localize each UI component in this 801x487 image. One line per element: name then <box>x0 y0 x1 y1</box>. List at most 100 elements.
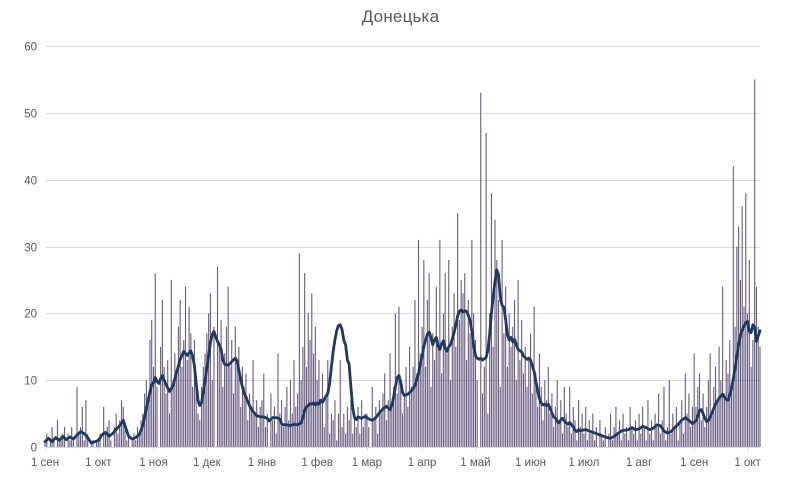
bar <box>197 413 199 447</box>
bar <box>617 433 619 447</box>
bar <box>126 440 128 447</box>
bar <box>444 273 446 447</box>
bar <box>181 366 183 447</box>
bar <box>124 426 126 447</box>
bar <box>508 313 510 447</box>
bar <box>562 433 564 447</box>
chart-title: Донецька <box>361 7 440 26</box>
bar <box>44 440 46 447</box>
bar <box>700 420 702 447</box>
bar <box>329 433 331 447</box>
bar <box>594 440 596 447</box>
bar <box>579 426 581 447</box>
bar <box>435 286 437 447</box>
bar <box>172 380 174 447</box>
bar <box>248 393 251 447</box>
bar <box>309 340 311 447</box>
x-tick-label: 1 янв <box>248 457 276 469</box>
bar <box>113 426 115 447</box>
bar <box>232 393 235 447</box>
bar <box>473 313 475 447</box>
bar <box>588 420 590 447</box>
bar <box>284 406 286 447</box>
bar <box>81 406 83 447</box>
bar <box>537 406 539 447</box>
bar <box>611 440 613 447</box>
bar <box>192 386 194 447</box>
bar <box>106 426 108 447</box>
bar <box>293 360 295 447</box>
bar <box>128 433 130 447</box>
bar <box>656 426 658 447</box>
bar <box>231 340 233 447</box>
y-tick-label: 30 <box>24 243 37 255</box>
x-tick-label: 1 сен <box>31 457 59 469</box>
bar <box>514 299 516 447</box>
bar <box>135 440 137 447</box>
bar <box>252 360 254 447</box>
bar <box>512 326 514 447</box>
bar <box>403 393 405 447</box>
bar <box>704 426 706 447</box>
bar <box>686 413 688 447</box>
bar <box>154 273 156 447</box>
bar <box>80 426 82 447</box>
bar <box>542 420 544 447</box>
y-tick-label: 20 <box>24 309 37 321</box>
bar <box>590 433 592 447</box>
bar <box>289 380 291 447</box>
bar <box>275 433 277 447</box>
bar <box>629 406 631 447</box>
bar <box>546 400 548 447</box>
bar <box>570 433 573 447</box>
bar <box>321 373 324 447</box>
bar <box>371 386 373 447</box>
bar <box>524 346 526 447</box>
bar <box>485 132 487 447</box>
bar <box>583 433 585 447</box>
bar <box>684 373 686 447</box>
bar <box>432 333 434 447</box>
bar <box>206 333 208 447</box>
bar <box>170 279 172 447</box>
bar <box>384 373 386 447</box>
bar <box>446 353 448 447</box>
bar <box>190 333 192 447</box>
bar <box>743 306 745 447</box>
bar <box>142 413 144 447</box>
bar <box>716 400 718 447</box>
bar <box>87 433 89 447</box>
bar <box>401 413 404 447</box>
bar <box>674 426 676 447</box>
bar <box>592 413 594 447</box>
bar <box>670 433 672 447</box>
bar <box>558 420 560 447</box>
bar <box>734 326 736 447</box>
bar <box>250 406 252 447</box>
bar <box>298 253 300 447</box>
bar <box>727 373 729 447</box>
bar <box>330 413 332 447</box>
bar <box>277 353 279 447</box>
bar <box>690 426 692 447</box>
bar <box>738 226 740 447</box>
bar <box>346 406 348 447</box>
bar <box>96 440 98 447</box>
bar <box>732 166 734 448</box>
y-tick-label: 60 <box>24 42 37 54</box>
x-tick-label: 1 окт <box>85 457 112 469</box>
bar <box>103 406 105 447</box>
bar <box>515 380 517 447</box>
bar <box>430 386 432 447</box>
bar <box>108 420 110 447</box>
bar <box>167 360 169 447</box>
bar <box>53 440 55 447</box>
bar <box>757 326 759 447</box>
bar <box>492 346 494 447</box>
bar <box>186 360 188 447</box>
bar <box>661 420 663 447</box>
bar <box>273 406 275 447</box>
bar <box>554 406 557 447</box>
bar <box>707 380 709 447</box>
bar <box>574 420 576 447</box>
